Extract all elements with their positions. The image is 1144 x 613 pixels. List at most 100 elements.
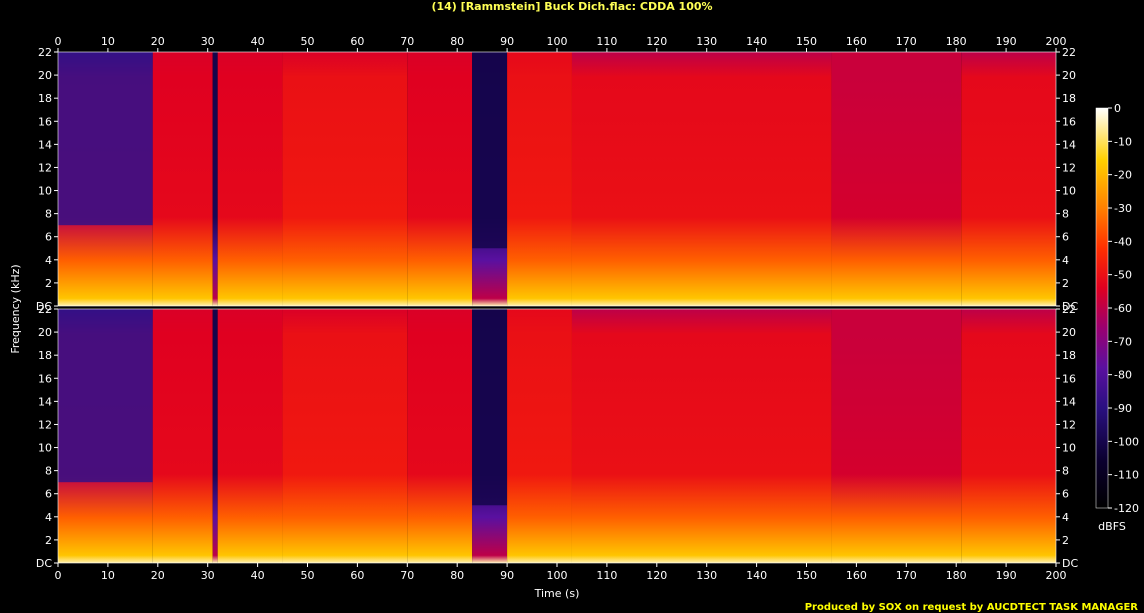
y-tick-label: 6	[1062, 488, 1069, 501]
spectrogram-segment	[407, 52, 473, 306]
spectrogram-segment	[282, 309, 408, 563]
x-tick-label: 70	[400, 35, 414, 48]
x-tick-label: 40	[251, 35, 265, 48]
colorbar-tick-label: -40	[1114, 235, 1132, 248]
spectrogram-segment	[212, 52, 218, 306]
y-tick-label: 14	[1062, 138, 1076, 151]
x-tick-label: 170	[896, 569, 917, 582]
x-tick-label: 80	[450, 35, 464, 48]
y-tick-label: 4	[1062, 511, 1069, 524]
x-tick-label: 90	[500, 569, 514, 582]
spectrogram-segment	[507, 52, 572, 306]
x-tick-label: 200	[1046, 569, 1067, 582]
x-tick-label: 110	[596, 35, 617, 48]
x-tick-label: 140	[746, 569, 767, 582]
y-tick-label: 16	[1062, 372, 1076, 385]
spectrogram-channel-bottom	[57, 308, 1057, 564]
y-tick-label: DC	[36, 557, 52, 570]
x-tick-label: 190	[996, 35, 1017, 48]
spectrogram-segment	[831, 52, 962, 306]
colorbar-tick-label: -20	[1114, 169, 1132, 182]
chart-title: (14) [Rammstein] Buck Dich.flac: CDDA 10…	[431, 0, 712, 13]
y-tick-label: 18	[1062, 349, 1076, 362]
y-tick-label: 6	[45, 488, 52, 501]
y-tick-label: 22	[38, 46, 52, 59]
spectrogram-segment	[831, 309, 962, 563]
x-tick-label: 120	[646, 35, 667, 48]
y-tick-label: 14	[38, 138, 52, 151]
x-tick-label: 160	[846, 35, 867, 48]
spectrogram-panels	[57, 51, 1057, 564]
y-tick-label: 20	[1062, 326, 1076, 339]
y-tick-label: 12	[38, 161, 52, 174]
y-tick-label: 2	[1062, 534, 1069, 547]
x-tick-label: 40	[251, 569, 265, 582]
x-tick-label: 50	[301, 569, 315, 582]
x-tick-label: 170	[896, 35, 917, 48]
y-tick-label: DC	[1062, 557, 1078, 570]
x-tick-label: 70	[400, 569, 414, 582]
x-tick-label: 100	[547, 569, 568, 582]
y-tick-label: 22	[38, 303, 52, 316]
spectrogram-segment	[212, 309, 218, 563]
colorbar-tick-label: -60	[1114, 302, 1132, 315]
colorbar-tick-label: -120	[1114, 502, 1139, 515]
spectrogram-segment	[217, 309, 283, 563]
x-tick-label: 180	[946, 569, 967, 582]
y-tick-label: 18	[1062, 92, 1076, 105]
colorbar-label: dBFS	[1098, 520, 1126, 533]
y-tick-label: 20	[38, 69, 52, 82]
y-tick-label: 14	[38, 395, 52, 408]
y-tick-label: 12	[38, 418, 52, 431]
y-tick-label: 22	[1062, 46, 1076, 59]
colorbar-tick-label: -100	[1114, 435, 1139, 448]
y-tick-label: 4	[45, 511, 52, 524]
x-tick-label: 0	[55, 569, 62, 582]
x-axis-bottom: 0 10 20 30 40 50 60 70 80 90 100 110 120 130 140 150 160…	[55, 563, 1067, 582]
x-tick-label: 150	[796, 569, 817, 582]
x-tick-label: 20	[151, 35, 165, 48]
x-tick-label: 120	[646, 569, 667, 582]
colorbar-tick-label: -90	[1114, 402, 1132, 415]
colorbar-tick-label: -80	[1114, 369, 1132, 382]
y-tick-label: 8	[1062, 208, 1069, 221]
colorbar-tick-label: -50	[1114, 269, 1132, 282]
colorbar-tick-label: -70	[1114, 335, 1132, 348]
spectrogram-segment	[217, 52, 283, 306]
x-tick-label: 0	[55, 35, 62, 48]
y-tick-label: 20	[1062, 69, 1076, 82]
x-tick-label: 60	[350, 35, 364, 48]
x-axis-top: 0 10 20 30 40 50 60 70 80 90 100 110 120 130 140 150 160…	[55, 35, 1067, 52]
y-tick-label: 8	[1062, 465, 1069, 478]
x-axis-label: Time (s)	[534, 587, 580, 600]
colorbar-tick-label: -30	[1114, 202, 1132, 215]
y-tick-label: 22	[1062, 303, 1076, 316]
x-tick-label: 10	[101, 35, 115, 48]
x-tick-label: 150	[796, 35, 817, 48]
y-tick-label: 12	[1062, 418, 1076, 431]
y-tick-label: 14	[1062, 395, 1076, 408]
spectrogram-segment	[407, 309, 473, 563]
spectrogram-cutoff-region	[472, 309, 508, 506]
y-tick-label: 4	[45, 254, 52, 267]
spectrogram-segment	[507, 309, 572, 563]
x-tick-label: 110	[596, 569, 617, 582]
spectrogram-segment	[571, 309, 832, 563]
colorbar-tick-label: -10	[1114, 135, 1132, 148]
colorbar-ticks: 0 -10 -20 -30 -40 -50 -60 -70 -80 -90 -100 -110 -120	[1108, 102, 1139, 515]
y-tick-label: 10	[1062, 442, 1076, 455]
x-tick-label: 130	[696, 35, 717, 48]
spectrogram-channel-top	[57, 51, 1057, 307]
spectrogram-segment	[961, 309, 1056, 563]
y-tick-label: 10	[38, 442, 52, 455]
y-tick-label: 2	[1062, 277, 1069, 290]
x-tick-label: 90	[500, 35, 514, 48]
x-tick-label: 190	[996, 569, 1017, 582]
y-tick-label: 8	[45, 465, 52, 478]
footer-credit: Produced by SOX on request by AUCDTECT T…	[805, 602, 1139, 613]
spectrogram-segment	[152, 52, 213, 306]
y-tick-label: 6	[1062, 231, 1069, 244]
y-tick-label: 20	[38, 326, 52, 339]
